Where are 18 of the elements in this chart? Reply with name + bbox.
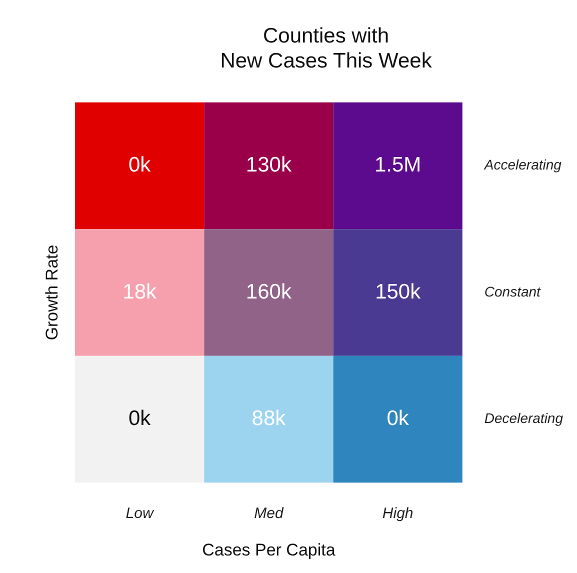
data-label: 160k: [246, 280, 292, 304]
y-axis-title: Growth Rate: [42, 244, 62, 340]
data-label: 0k: [386, 407, 410, 430]
y-tick-label: Decelerating: [484, 410, 564, 426]
x-tick-label: Low: [126, 504, 154, 522]
data-label: 88k: [252, 407, 286, 430]
data-label: 130k: [246, 154, 292, 177]
x-tick-label: High: [382, 504, 414, 522]
y-tick-label: Constant: [484, 283, 542, 300]
data-label: 0k: [128, 407, 152, 430]
data-label: 18k: [122, 280, 157, 304]
y-tick-label: Accelerating: [483, 156, 562, 173]
data-label: 150k: [375, 280, 422, 304]
data-label: 0k: [128, 154, 152, 177]
x-tick-label: Med: [254, 504, 284, 522]
x-axis-title: Cases Per Capita: [202, 540, 336, 560]
data-label: 1.5M: [374, 154, 422, 177]
chart-title: Counties with New Cases This Week: [220, 24, 432, 73]
